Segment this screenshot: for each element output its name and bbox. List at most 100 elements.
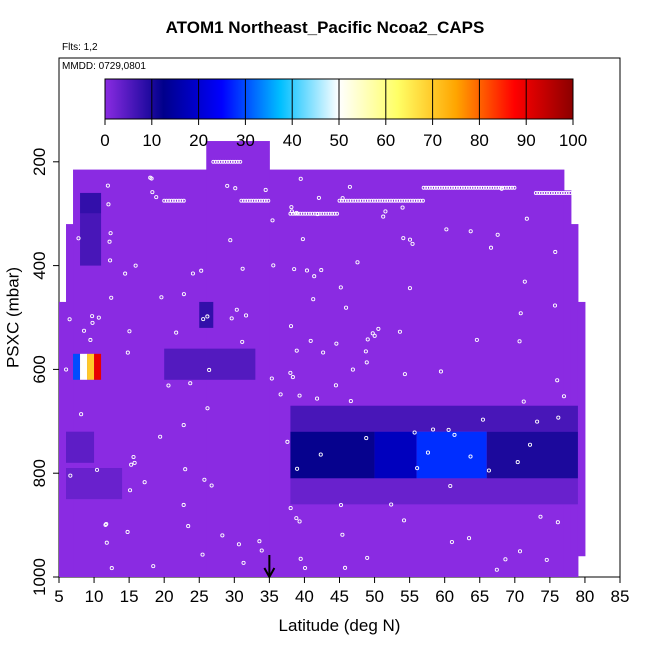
heatmap-cell [80,192,102,214]
sample-dot [174,198,179,203]
sample-dot [436,185,441,190]
sample-dot [108,231,113,236]
heatmap-cell [66,468,123,500]
sample-dot [288,211,293,216]
sample-dot [533,190,538,195]
sample-dot [123,271,128,276]
sample-dot [466,536,472,541]
sample-dot [541,190,546,195]
sample-dot [239,198,244,203]
x-tick-label: 30 [225,587,244,606]
sample-dot [288,324,294,329]
sample-dot [305,211,310,216]
sample-dot [67,317,72,322]
sample-dot [298,211,303,216]
sample-dot [81,328,87,333]
sample-dot [429,185,433,190]
sample-dot [241,560,246,565]
sample-dot [68,473,73,478]
sample-dot [190,271,195,276]
sample-dot [266,198,271,203]
colorbar-tick-label: 100 [559,131,587,150]
sample-dot [480,185,485,190]
sample-dot [304,268,310,273]
sample-dot [500,185,505,190]
y-tick-label: 800 [30,459,49,487]
sample-dot [355,260,360,265]
sample-dot [235,159,240,164]
x-axis-label: Latitude (deg N) [279,616,401,635]
sample-dot [105,183,110,188]
sample-dot [465,185,470,190]
sample-dot [412,430,417,435]
sample-dot [142,480,147,485]
sample-dot [106,202,111,207]
sample-dot [555,190,560,195]
sample-dot [183,467,188,472]
sample-dot [400,205,405,210]
sample-dot [349,198,354,203]
x-tick-label: 85 [611,587,630,606]
sample-dot [389,502,394,507]
sample-dot [369,198,374,203]
sample-dot [389,198,393,203]
x-tick-label: 5 [54,587,63,606]
heatmap-cell [290,405,578,432]
colorbar-tick-label: 50 [330,131,349,150]
sample-dot [503,557,508,562]
sample-dot [302,566,308,571]
sample-dot [303,211,308,216]
sample-dot [521,399,526,404]
sample-dot [131,454,136,460]
sample-dot [407,237,413,242]
sample-dot [505,185,510,190]
x-axis: 5 10 15 20 25 30 35 40 45 50 55 60 65 70 75 80 85 [54,577,629,606]
sample-dot [90,320,95,325]
sample-dot [410,241,415,246]
domain-column [577,301,586,557]
sample-dot [312,274,317,279]
heatmap-cell [94,353,102,380]
sample-dot [269,376,274,381]
x-tick-label: 80 [575,587,594,606]
sample-dot [522,279,527,284]
colorbar-tick-label: 30 [236,131,255,150]
sample-dot [181,292,186,297]
sample-dot [334,341,339,346]
domain-column [570,224,579,577]
sample-dot [337,198,342,203]
sample-dot [364,436,369,441]
domain-column [59,301,67,577]
sample-dot [311,297,316,302]
sample-dot [552,303,558,308]
sample-dot [490,185,495,190]
sample-dot [327,211,332,216]
heatmap-cell [416,431,487,479]
sample-dot [406,198,411,203]
sample-dot [340,198,344,203]
sample-dot [347,198,352,203]
colorbar-tick-label: 70 [423,131,442,150]
heatmap-cell [290,478,578,505]
sample-dot [372,333,377,338]
sample-dot [394,198,398,203]
sample-dot [79,412,84,417]
sample-dot [475,185,480,190]
sample-dot [234,307,239,312]
x-tick-label: 25 [190,587,209,606]
sample-dot [223,159,228,164]
sample-dot [365,337,370,342]
sample-dot [290,211,295,216]
sample-dot [486,468,491,473]
sample-dot [289,205,294,210]
sample-dot [318,452,323,457]
sample-dot [538,190,543,195]
sample-dots [64,159,573,572]
sample-dot [167,198,172,203]
sample-dot [181,423,186,428]
sample-dot [558,190,563,195]
colorbar-tick-label: 0 [100,131,109,150]
sample-dot [495,185,500,190]
sample-dot [548,190,553,195]
